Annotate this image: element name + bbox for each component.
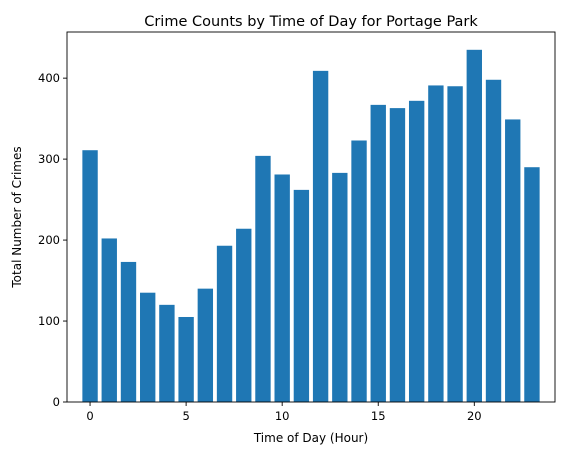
x-tick-label: 15 xyxy=(371,409,386,423)
bar-hour-3 xyxy=(140,292,156,402)
bar-hour-18 xyxy=(428,85,444,402)
bars-group xyxy=(82,49,540,403)
bar-hour-14 xyxy=(351,140,367,403)
bar-hour-8 xyxy=(236,228,252,402)
bar-hour-5 xyxy=(178,316,194,402)
plot-frame xyxy=(66,31,556,403)
y-tick-label: 0 xyxy=(53,395,60,409)
bar-hour-2 xyxy=(120,261,137,402)
bar-hour-21 xyxy=(485,79,502,403)
bar-hour-1 xyxy=(101,238,117,402)
bar-hour-17 xyxy=(408,100,425,402)
x-tick-label: 10 xyxy=(275,409,290,423)
bar-hour-7 xyxy=(216,245,233,402)
bar-hour-4 xyxy=(159,304,175,402)
bar-hour-10 xyxy=(274,174,290,402)
chart-title: Crime Counts by Time of Day for Portage … xyxy=(144,14,478,30)
bar-hour-15 xyxy=(370,104,386,403)
x-axis-label: Time of Day (Hour) xyxy=(253,431,368,445)
bar-hour-20 xyxy=(466,49,482,403)
x-tick-label: 5 xyxy=(182,409,189,423)
y-tick-label: 300 xyxy=(38,152,60,166)
bar-hour-12 xyxy=(312,70,329,403)
bar-hour-0 xyxy=(82,150,98,402)
bar-hour-23 xyxy=(524,167,540,402)
bar-hour-6 xyxy=(197,288,214,402)
y-tick-label: 400 xyxy=(38,71,60,85)
x-tick-label: 20 xyxy=(467,409,482,423)
bar-hour-22 xyxy=(505,119,521,402)
y-tick-label: 200 xyxy=(38,233,60,247)
x-axis-ticks: 0 5 10 15 20 xyxy=(86,402,482,423)
bar-hour-9 xyxy=(255,155,271,402)
bar-hour-16 xyxy=(389,108,406,403)
y-axis-label: Total Number of Crimes xyxy=(10,146,24,288)
bar-hour-11 xyxy=(293,189,310,402)
bar-hour-13 xyxy=(332,172,348,402)
x-tick-label: 0 xyxy=(86,409,93,423)
bar-hour-19 xyxy=(447,86,463,402)
y-axis-ticks: 0 100 200 300 400 xyxy=(38,71,67,409)
y-tick-label: 100 xyxy=(38,314,60,328)
